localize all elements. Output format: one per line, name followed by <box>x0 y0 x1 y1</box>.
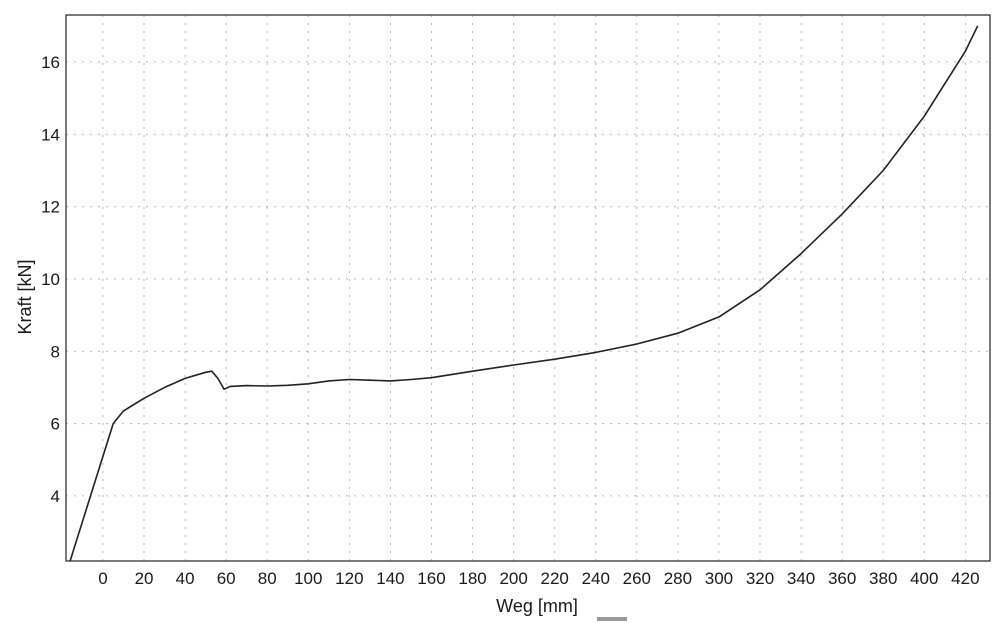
x-tick-label: 360 <box>828 569 856 588</box>
x-tick-label: 320 <box>746 569 774 588</box>
y-tick-label: 6 <box>51 415 60 434</box>
x-tick-label: 200 <box>499 569 527 588</box>
x-axis-ticks: 0 20 40 60 80 100 120 140 160 180 200 220 240 260 280 3… <box>98 569 979 588</box>
x-tick-label: 380 <box>869 569 897 588</box>
x-tick-label: 400 <box>910 569 938 588</box>
x-tick-label: 160 <box>417 569 445 588</box>
x-tick-label: 80 <box>258 569 277 588</box>
x-tick-label: 20 <box>135 569 154 588</box>
x-tick-label: 140 <box>376 569 404 588</box>
x-tick-label: 340 <box>787 569 815 588</box>
y-tick-label: 16 <box>41 53 60 72</box>
x-tick-label: 100 <box>294 569 322 588</box>
y-axis-ticks: 4 6 8 10 12 14 16 <box>41 53 60 506</box>
scan-artifact-mark <box>597 617 627 621</box>
x-tick-label: 60 <box>217 569 236 588</box>
y-tick-label: 12 <box>41 198 60 217</box>
x-tick-label: 300 <box>705 569 733 588</box>
y-axis-title: Kraft [kN] <box>15 259 35 334</box>
x-tick-label: 40 <box>176 569 195 588</box>
x-tick-label: 260 <box>623 569 651 588</box>
x-tick-label: 420 <box>951 569 979 588</box>
grid <box>66 15 990 561</box>
series-layer <box>69 25 979 562</box>
x-axis-title: Weg [mm] <box>496 596 578 616</box>
y-tick-label: 4 <box>51 487 60 506</box>
x-tick-label: 120 <box>335 569 363 588</box>
y-tick-label: 10 <box>41 270 60 289</box>
x-tick-label: 180 <box>458 569 486 588</box>
y-tick-label: 14 <box>41 125 60 144</box>
x-tick-label: 280 <box>664 569 692 588</box>
x-tick-label: 240 <box>582 569 610 588</box>
plot-frame <box>65 14 991 562</box>
x-tick-label: 0 <box>98 569 107 588</box>
series-line-1 <box>69 25 979 562</box>
y-tick-label: 8 <box>51 342 60 361</box>
x-tick-label: 220 <box>541 569 569 588</box>
